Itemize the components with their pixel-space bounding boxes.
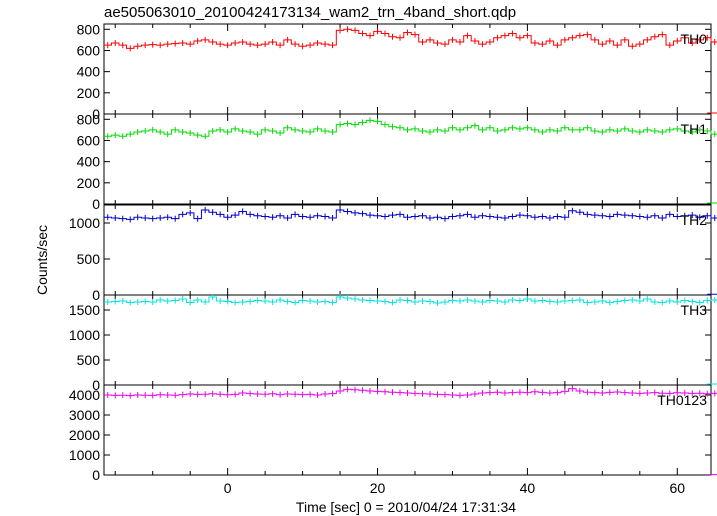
series-line-th3 [104,296,717,385]
series-label: TH0 [681,31,708,47]
y-tick-label: 1000 [69,327,100,343]
panel-frame [103,384,712,476]
y-tick-label: 4000 [69,387,100,403]
x-tick-label: 0 [224,480,232,496]
x-tick-label: 20 [370,480,386,496]
series-line-th0123 [104,388,717,476]
y-tick-label: 200 [77,85,101,101]
x-tick-label: 60 [669,480,685,496]
y-tick-label: 1000 [69,447,100,463]
y-tick-label: 200 [77,175,101,191]
panel-th2: 0 500 1000 TH2 [69,204,717,303]
panel-th0123: 0 1000 2000 3000 4000 TH0123 [69,384,717,483]
x-tick-label: 40 [520,480,536,496]
panel-frame [103,23,712,115]
y-axis-label: Counts/sec [34,225,50,295]
y-tick-label: 800 [77,21,101,37]
y-tick-label: 0 [92,106,100,122]
y-tick-label: 0 [92,467,100,483]
series-line-th2 [104,209,717,295]
x-axis-label: Time [sec] 0 = 2010/04/24 17:31:34 [296,499,516,515]
chart-title: ae505063010_20100424173134_wam2_trn_4ban… [104,4,516,21]
y-tick-label: 1000 [69,215,100,231]
series-label: TH3 [681,302,708,318]
y-tick-label: 600 [77,42,101,58]
panel-th3: 0 500 1000 1500 TH3 [69,294,717,393]
series-label: TH1 [681,121,708,137]
y-tick-label: 400 [77,64,101,80]
y-tick-label: 500 [77,251,101,267]
y-tick-label: 500 [77,352,101,368]
y-tick-label: 0 [92,377,100,393]
series-label: TH0123 [657,392,707,408]
series-label: TH2 [681,212,708,228]
y-tick-label: 3000 [69,407,100,423]
panel-frame [103,294,712,386]
y-tick-label: 400 [77,154,101,170]
y-tick-label: 0 [92,287,100,303]
series-line-th1 [104,119,717,204]
panel-frame [103,113,712,205]
panel-th1: 0 200 400 600 800 TH1 [77,111,717,212]
y-tick-label: 2000 [69,427,100,443]
y-tick-label: 800 [77,111,101,127]
y-tick-label: 600 [77,132,101,148]
chart-panels: 0200400600800TH00200400600800TH105001000… [69,21,717,496]
y-tick-label: 0 [92,196,100,212]
panel-th0: 0 200 400 600 800 TH0 [77,21,717,122]
y-tick-label: 1500 [69,302,100,318]
series-line-th0 [104,28,717,114]
